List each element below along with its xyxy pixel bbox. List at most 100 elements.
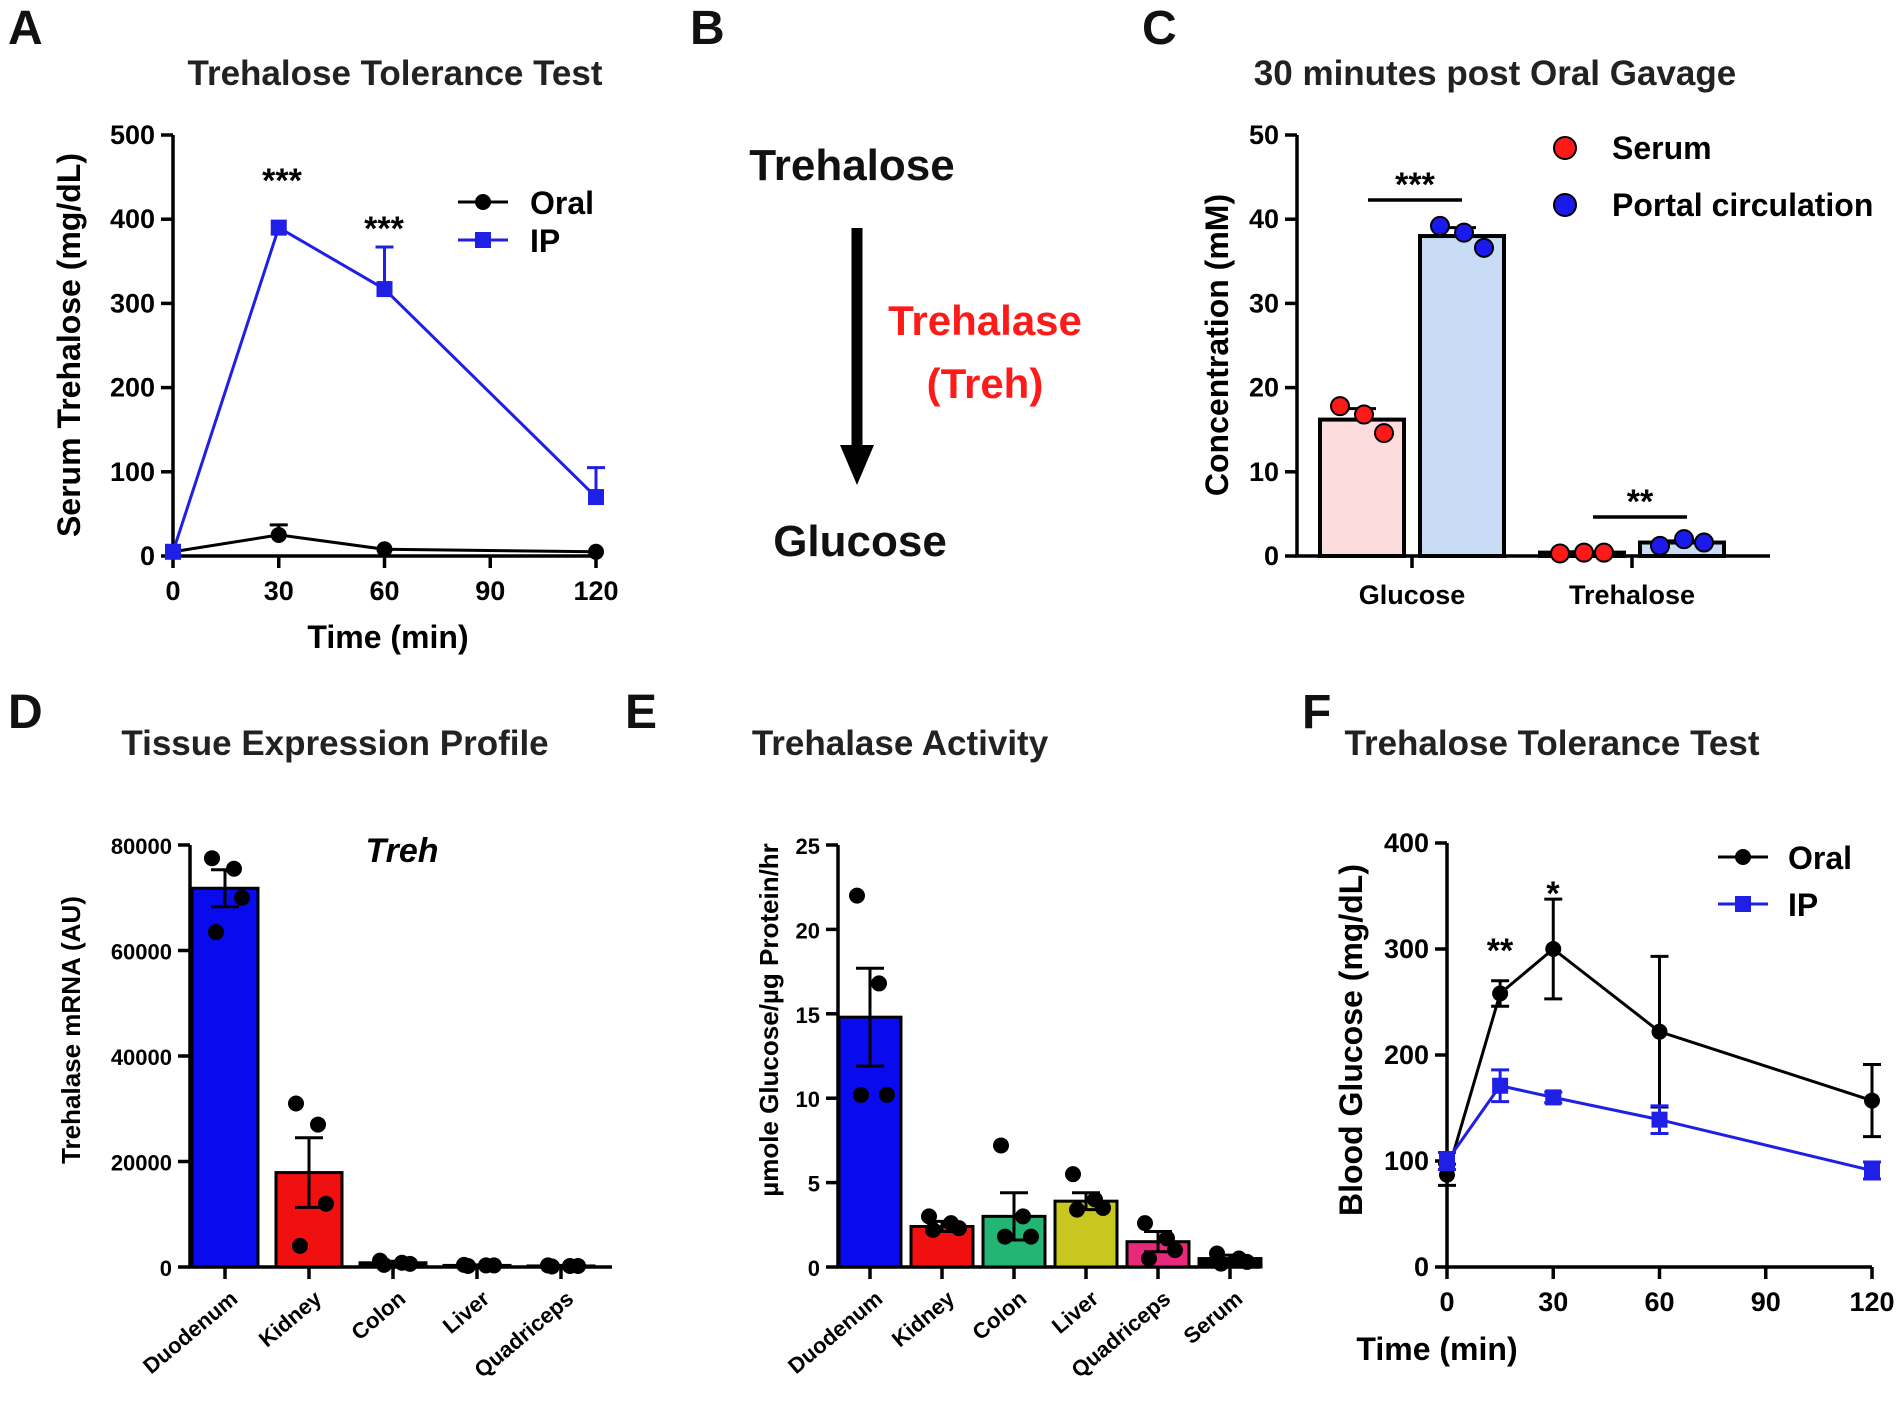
A-y-tick-label: 100 [110, 457, 155, 487]
F-y-tick-label: 300 [1384, 934, 1429, 964]
E-y-tick-label: 5 [808, 1172, 820, 1197]
A-ip-point [588, 489, 604, 506]
D-bar-duodenum [190, 886, 260, 1269]
A-oral-line [172, 533, 597, 554]
panel-b-letter: B [690, 2, 725, 55]
panel-f-sig-30: * [1546, 875, 1560, 913]
C-y-tick-label: 40 [1249, 204, 1279, 234]
C-y-tick-label: 30 [1249, 288, 1279, 318]
C-x-tick-label: Trehalose [1569, 580, 1695, 610]
panel-e: E Trehalase Activity 0 5 10 15 20 25 Duodenum K… [625, 686, 1263, 1383]
E-point-colon [993, 1137, 1009, 1154]
E-y-tick-label: 0 [808, 1256, 820, 1281]
A-ip-point [165, 543, 181, 560]
C-point-portal [1674, 529, 1694, 550]
E-y-tick-label: 25 [796, 834, 820, 859]
F-x-tick-label: 90 [1751, 1287, 1781, 1317]
C-bar-serum [1318, 417, 1406, 559]
panel-a-sig-60: *** [364, 210, 404, 248]
panel-c-letter: C [1142, 2, 1177, 55]
C-x-tick-label: Glucose [1359, 580, 1466, 610]
E-point-duodenum [871, 975, 887, 992]
F-oral-point [1545, 941, 1562, 957]
A-oral-point [376, 541, 393, 558]
panel-a-letter: A [8, 2, 43, 55]
legend-portal-marker [1553, 193, 1577, 217]
legend-ip-marker [475, 232, 491, 248]
A-y-tick-label: 300 [110, 288, 155, 318]
panel-f-title: Trehalose Tolerance Test [1345, 724, 1760, 763]
D-point-colon [402, 1255, 418, 1272]
D-y-tick-label: 60000 [111, 940, 172, 965]
panel-e-title: Trehalase Activity [752, 724, 1049, 763]
F-x-tick-label: 0 [1439, 1287, 1454, 1317]
D-point-liver [460, 1257, 476, 1274]
panel-a-title: Trehalose Tolerance Test [188, 54, 603, 93]
E-point-duodenum [849, 887, 865, 904]
A-ip-point [376, 281, 393, 298]
E-point-colon [997, 1228, 1013, 1245]
panel-f: F Trehalose Tolerance Test 0100200300400… [1302, 686, 1895, 1367]
A-y-tick-label: 0 [140, 541, 155, 571]
D-y-tick-label: 20000 [111, 1151, 172, 1176]
E-point-kidney [951, 1220, 967, 1237]
C-point-serum [1550, 543, 1570, 564]
E-point-liver [1065, 1166, 1081, 1183]
A-oral-point [270, 526, 287, 543]
C-y-tick-label: 50 [1249, 120, 1279, 150]
E-point-quadriceps [1159, 1230, 1175, 1247]
C-y-tick-label: 10 [1249, 457, 1279, 487]
panel-c: C 30 minutes post Oral Gavage 0 10 20 30 40 5… [1142, 2, 1873, 610]
E-point-serum [1213, 1255, 1229, 1272]
D-point-duodenum [208, 924, 224, 941]
panel-c-sig-glucose: *** [1395, 166, 1435, 204]
panel-e-letter: E [625, 686, 657, 739]
D-point-quadriceps [544, 1258, 560, 1275]
C-point-portal [1474, 237, 1494, 258]
F-oral-point [1864, 1092, 1880, 1109]
panel-f-letter: F [1302, 686, 1331, 739]
C-bar-portal [1418, 234, 1506, 558]
C-point-serum [1374, 423, 1394, 444]
D-x-tick-label: Kidney [254, 1285, 327, 1352]
legend-f-oral-marker [1735, 849, 1751, 865]
C-y-tick-label: 20 [1249, 373, 1279, 403]
panel-c-title: 30 minutes post Oral Gavage [1254, 54, 1736, 93]
D-point-quadriceps [570, 1257, 586, 1274]
legend-oral-marker [475, 194, 491, 210]
F-x-tick-label: 120 [1849, 1287, 1894, 1317]
F-y-tick-label: 0 [1414, 1252, 1429, 1282]
legend-oral-label: Oral [530, 185, 594, 221]
A-x-tick-label: 30 [264, 576, 294, 606]
panel-f-xlabel: Time (min) [1356, 1331, 1517, 1367]
D-point-duodenum [234, 889, 250, 906]
E-y-tick-label: 20 [796, 918, 820, 943]
D-point-kidney [292, 1237, 308, 1254]
E-point-duodenum [853, 1086, 869, 1103]
F-oral-point [1651, 1023, 1668, 1040]
F-ip-point [1545, 1089, 1562, 1106]
legend-portal-label: Portal circulation [1612, 187, 1873, 223]
A-x-tick-label: 60 [369, 576, 399, 606]
C-point-serum [1354, 404, 1374, 425]
enzyme-name: Trehalase [888, 297, 1082, 344]
D-point-liver [486, 1257, 502, 1274]
D-y-tick-label: 40000 [111, 1045, 172, 1070]
panel-a-ylabel: Serum Trehalose (mg/dL) [51, 153, 87, 537]
legend-ip-label: IP [530, 223, 560, 259]
D-point-colon [376, 1256, 392, 1273]
C-point-portal [1454, 222, 1474, 243]
A-x-tick-label: 120 [573, 576, 618, 606]
E-point-kidney [925, 1221, 941, 1238]
F-oral-point [1492, 985, 1509, 1002]
panel-d-letter: D [8, 686, 43, 739]
A-y-tick-label: 200 [110, 373, 155, 403]
D-point-kidney [288, 1095, 304, 1112]
E-point-colon [1023, 1228, 1039, 1245]
C-point-portal [1430, 215, 1450, 236]
E-point-liver [1069, 1201, 1085, 1218]
panel-e-ylabel: µmole Glucose/µg Protein/hr [754, 843, 784, 1197]
D-point-kidney [310, 1116, 326, 1133]
A-y-tick-label: 500 [110, 120, 155, 150]
